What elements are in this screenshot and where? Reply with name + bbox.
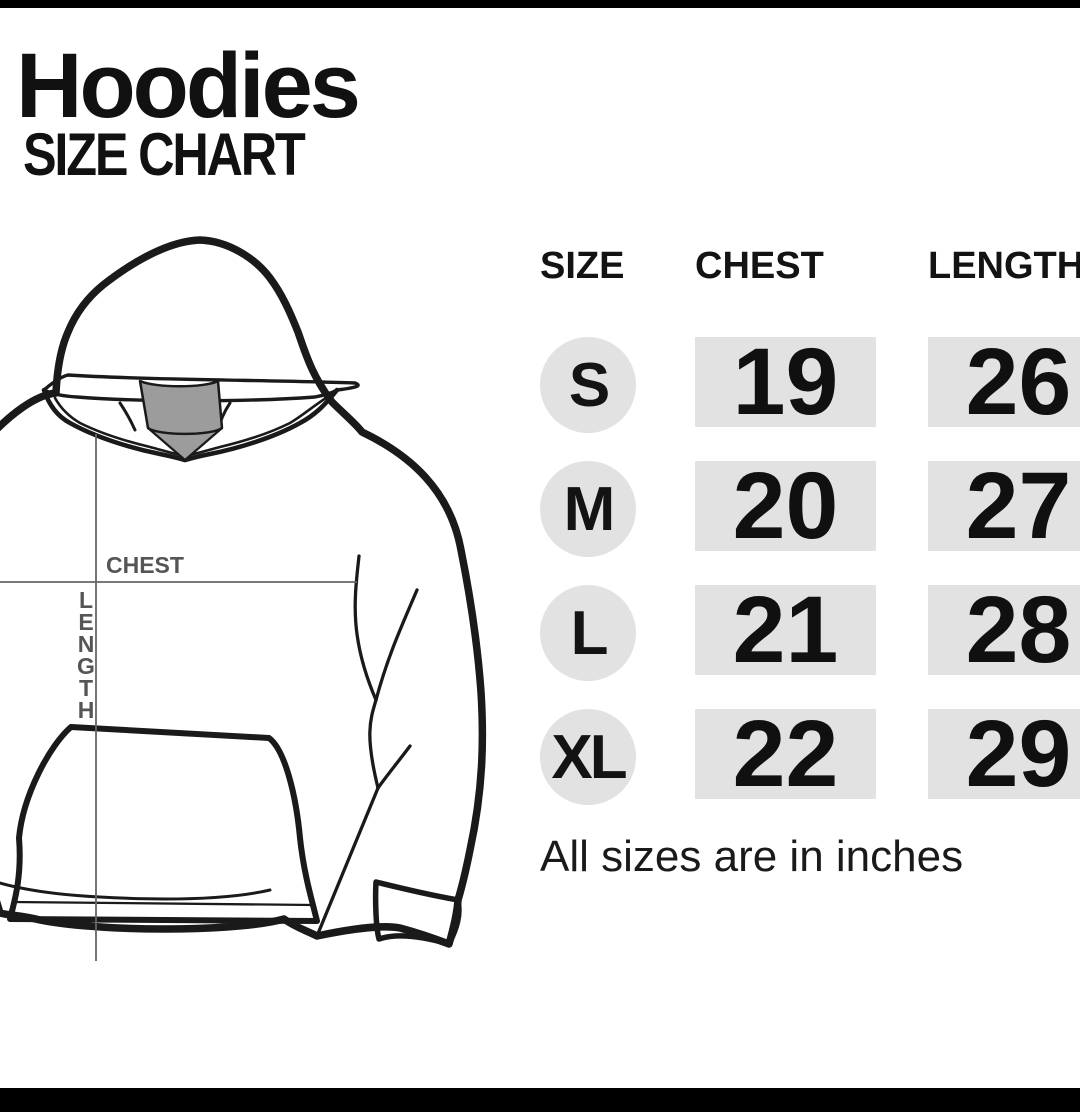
svg-text:CHEST: CHEST xyxy=(106,552,184,578)
svg-text:H: H xyxy=(78,697,95,723)
